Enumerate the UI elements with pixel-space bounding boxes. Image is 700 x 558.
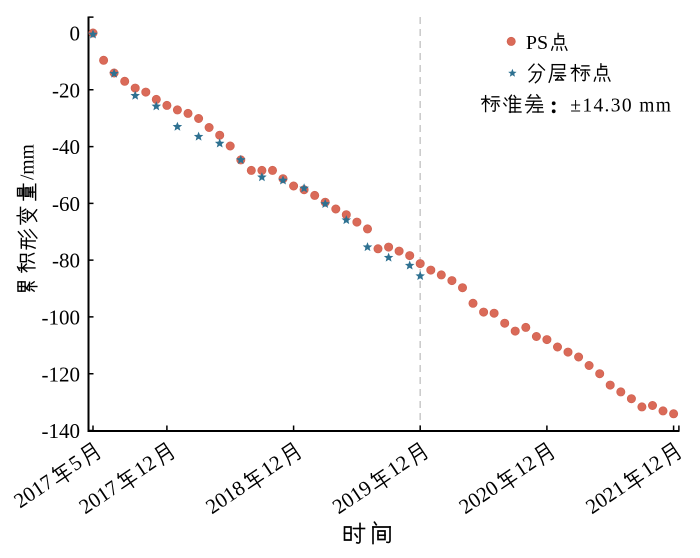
svg-text:-140: -140: [42, 419, 81, 443]
svg-text:-80: -80: [52, 249, 80, 273]
svg-text:-100: -100: [42, 306, 81, 330]
svg-text:PS: PS: [526, 32, 548, 54]
svg-text:-120: -120: [42, 362, 81, 386]
svg-text:-20: -20: [52, 78, 80, 102]
svg-text:-60: -60: [52, 192, 80, 216]
svg-text:/mm: /mm: [18, 144, 39, 180]
svg-text:-40: -40: [52, 135, 80, 159]
svg-text:±14.30 mm: ±14.30 mm: [570, 95, 672, 116]
svg-text:0: 0: [70, 22, 81, 46]
